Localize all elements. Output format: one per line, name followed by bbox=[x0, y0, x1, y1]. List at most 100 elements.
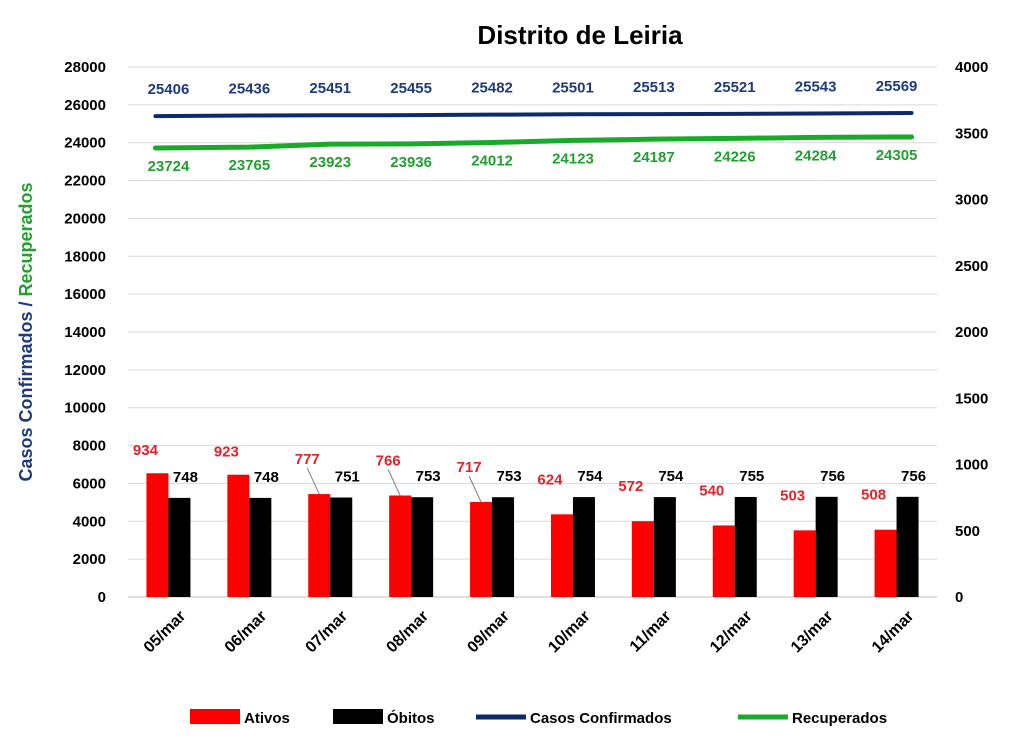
bar-obitos-7 bbox=[734, 496, 757, 597]
line-label-casos-confirmados: 25451 bbox=[309, 80, 351, 97]
legend-label-obitos: Óbitos bbox=[387, 709, 435, 727]
right-tick-label: 1500 bbox=[955, 390, 988, 407]
bar-label-ativos: 624 bbox=[537, 471, 563, 488]
legend-swatch-ativos bbox=[190, 709, 240, 724]
left-tick-label: 2000 bbox=[73, 551, 106, 568]
right-axis-ticks: 0 500 1000 1500 2000 2500 3000 3500 4000 bbox=[955, 59, 988, 606]
category-label: 07/mar bbox=[303, 608, 352, 657]
left-axis-label-separator: / bbox=[16, 296, 36, 311]
left-tick-label: 16000 bbox=[64, 286, 106, 303]
legend-swatch-obitos bbox=[333, 709, 383, 724]
bar-ativos-8 bbox=[793, 530, 816, 597]
right-tick-label: 500 bbox=[955, 523, 980, 540]
category-label: 09/mar bbox=[464, 608, 513, 657]
line-casos-confirmados bbox=[153, 111, 914, 119]
left-tick-label: 26000 bbox=[64, 97, 106, 114]
bar-obitos-9 bbox=[896, 496, 919, 597]
left-axis-label: Casos Confirmados / Recuperados bbox=[16, 182, 36, 481]
line-label-recuperados: 24284 bbox=[795, 147, 837, 164]
right-tick-label: 0 bbox=[955, 589, 963, 606]
line-label-casos-confirmados: 25436 bbox=[228, 81, 270, 98]
left-axis-label-confirmados: Casos Confirmados bbox=[16, 312, 36, 482]
bar-label-ativos: 923 bbox=[214, 444, 239, 461]
line-label-casos-confirmados: 25501 bbox=[552, 79, 594, 96]
bar-ativos-4 bbox=[470, 501, 493, 597]
category-label: 13/mar bbox=[788, 608, 837, 657]
category-label: 08/mar bbox=[383, 608, 432, 657]
legend-label-recuperados: Recuperados bbox=[792, 710, 887, 727]
right-tick-label: 3500 bbox=[955, 125, 988, 142]
category-label: 11/mar bbox=[627, 608, 675, 656]
line-label-casos-confirmados: 25406 bbox=[148, 81, 190, 98]
bar-label-obitos: 756 bbox=[820, 468, 845, 485]
left-tick-label: 4000 bbox=[73, 513, 106, 530]
bar-ativos-1 bbox=[227, 474, 250, 597]
bar-obitos-8 bbox=[815, 496, 838, 597]
left-tick-label: 22000 bbox=[64, 173, 106, 190]
right-tick-label: 2500 bbox=[955, 258, 988, 275]
legend: Ativos Óbitos Casos Confirmados Recuperados bbox=[190, 709, 887, 727]
leader-line bbox=[306, 467, 320, 495]
bar-label-obitos: 748 bbox=[254, 469, 279, 486]
bar-label-ativos: 717 bbox=[457, 459, 482, 476]
bar-ativos-0 bbox=[146, 473, 169, 597]
line-label-recuperados: 24012 bbox=[471, 152, 513, 169]
right-tick-label: 3000 bbox=[955, 192, 988, 209]
left-tick-label: 28000 bbox=[64, 59, 106, 76]
left-tick-label: 24000 bbox=[64, 135, 106, 152]
left-axis-ticks: 0 2000 4000 6000 8000 10000 12000 14000 16000 180… bbox=[64, 59, 106, 606]
bar-label-ativos: 540 bbox=[699, 482, 724, 499]
bar-obitos-5 bbox=[572, 497, 595, 597]
category-label: 14/mar bbox=[869, 608, 918, 657]
bar-series bbox=[146, 473, 919, 597]
line-label-casos-confirmados: 25482 bbox=[471, 80, 513, 97]
line-label-casos-confirmados: 25513 bbox=[633, 79, 675, 96]
bar-label-ativos: 572 bbox=[618, 478, 643, 495]
legend-label-ativos: Ativos bbox=[244, 710, 290, 727]
bar-label-obitos: 754 bbox=[658, 468, 684, 485]
line-label-recuperados: 23936 bbox=[390, 154, 432, 171]
bar-label-obitos: 751 bbox=[335, 468, 360, 485]
line-label-recuperados: 24226 bbox=[714, 148, 756, 165]
line-label-casos-confirmados: 25455 bbox=[390, 80, 432, 97]
bar-ativos-2 bbox=[308, 494, 331, 597]
right-tick-label: 1000 bbox=[955, 457, 988, 474]
right-tick-label: 2000 bbox=[955, 324, 988, 341]
left-axis-label-recuperados: Recuperados bbox=[16, 182, 36, 296]
bar-label-ativos: 503 bbox=[780, 487, 805, 504]
left-tick-label: 10000 bbox=[64, 400, 106, 417]
bar-label-obitos: 755 bbox=[739, 468, 764, 485]
line-label-recuperados: 24123 bbox=[552, 150, 594, 167]
category-label: 12/mar bbox=[707, 608, 756, 657]
left-tick-label: 18000 bbox=[64, 248, 106, 265]
line-label-recuperados: 24305 bbox=[876, 147, 918, 164]
chart-title: Distrito de Leiria bbox=[477, 20, 683, 50]
bar-label-ativos: 934 bbox=[133, 442, 159, 459]
bar-ativos-9 bbox=[874, 529, 897, 597]
right-tick-label: 4000 bbox=[955, 59, 988, 76]
left-tick-label: 12000 bbox=[64, 362, 106, 379]
line-recuperados bbox=[152, 134, 915, 151]
bar-label-obitos: 748 bbox=[173, 469, 198, 486]
category-label: 05/mar bbox=[141, 608, 190, 657]
bar-label-ativos: 766 bbox=[376, 453, 401, 470]
bar-label-obitos: 754 bbox=[577, 468, 603, 485]
line-label-casos-confirmados: 25543 bbox=[795, 79, 837, 96]
bar-obitos-4 bbox=[492, 497, 515, 597]
bar-obitos-6 bbox=[653, 497, 676, 597]
bar-ativos-7 bbox=[712, 525, 735, 597]
line-series bbox=[152, 111, 915, 151]
data-labels: 934 923 777 766 717 624 572 540 503 508 748 748 751 7… bbox=[133, 78, 926, 504]
bar-ativos-3 bbox=[389, 495, 412, 597]
left-tick-label: 6000 bbox=[73, 475, 106, 492]
line-label-recuperados: 24187 bbox=[633, 149, 675, 166]
line-label-casos-confirmados: 25521 bbox=[714, 79, 756, 96]
bar-ativos-5 bbox=[550, 514, 573, 597]
bar-obitos-3 bbox=[411, 497, 434, 597]
line-label-recuperados: 23923 bbox=[309, 154, 351, 171]
bar-label-ativos: 508 bbox=[861, 487, 886, 504]
bar-label-ativos: 777 bbox=[295, 451, 320, 468]
category-labels: 05/mar 06/mar 07/mar 08/mar 09/mar 10/mar 11/m… bbox=[141, 608, 918, 657]
line-label-recuperados: 23724 bbox=[148, 158, 190, 175]
